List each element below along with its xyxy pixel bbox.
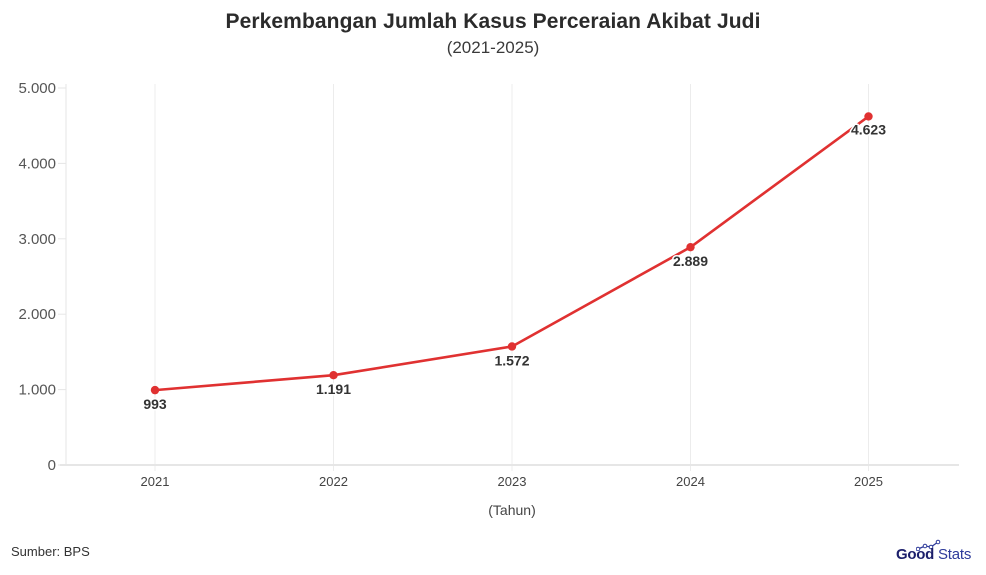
x-axis: 2021 2022 2023 2024 2025 — [141, 474, 883, 489]
chart-trend-icon — [916, 539, 941, 551]
data-point-marker[interactable] — [150, 385, 160, 395]
data-label-halo: 1.191 — [316, 381, 351, 397]
data-point-marker[interactable] — [329, 370, 338, 380]
logo-text-stats: Stats — [938, 546, 972, 563]
data-labels: 9939931.1911.1911.5721.5722.8892.8894.62… — [142, 120, 888, 414]
logo-text-good: Good — [896, 546, 934, 563]
x-tick-label: 2023 — [498, 474, 527, 489]
data-point-marker[interactable] — [686, 242, 695, 252]
data-label: 1.572 — [494, 352, 529, 368]
data-point-marker[interactable] — [507, 342, 517, 351]
data-label: 993 — [143, 396, 167, 412]
x-tick-label: 2024 — [676, 474, 705, 489]
goodstats-logo: Good Stats — [896, 539, 978, 565]
y-tick-label: 1.000 — [18, 382, 56, 399]
data-point-marker[interactable] — [864, 112, 873, 121]
data-markers — [150, 112, 873, 395]
data-label-halo: 4.623 — [851, 121, 886, 137]
x-tick-label: 2021 — [141, 474, 170, 489]
data-label: 4.623 — [851, 121, 886, 137]
y-tick-label: 0 — [48, 457, 56, 474]
data-label: 1.191 — [316, 381, 351, 397]
y-axis: 0 1.000 2.000 3.000 4.000 5.000 — [18, 80, 66, 474]
data-label-halo: 2.889 — [673, 253, 708, 269]
source-note: Sumber: BPS — [11, 544, 90, 559]
data-label-halo: 1.572 — [494, 352, 529, 368]
y-tick-label: 4.000 — [18, 155, 56, 172]
data-label-halo: 993 — [143, 396, 167, 412]
chart-subtitle: (2021-2025) — [446, 38, 540, 57]
y-tick-label: 5.000 — [18, 80, 56, 97]
x-tick-label: 2025 — [854, 474, 883, 489]
x-tick-label: 2022 — [319, 474, 348, 489]
y-tick-label: 3.000 — [18, 231, 56, 248]
data-label: 2.889 — [673, 253, 708, 269]
grid-lines — [154, 84, 869, 471]
chart-title: Perkembangan Jumlah Kasus Perceraian Aki… — [225, 10, 761, 33]
x-axis-title: (Tahun) — [488, 502, 535, 518]
y-tick-label: 2.000 — [18, 306, 56, 323]
